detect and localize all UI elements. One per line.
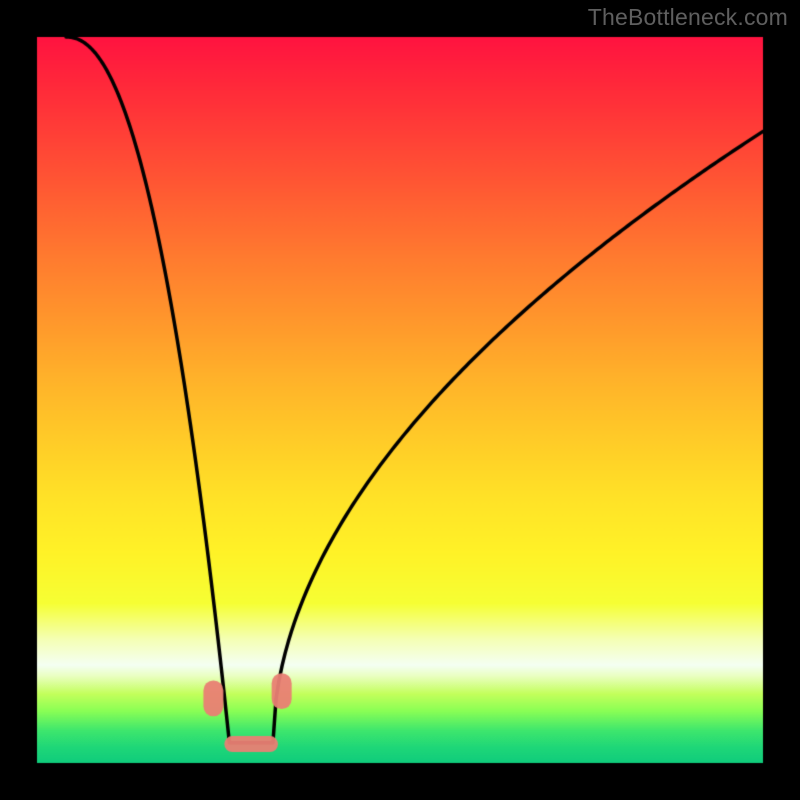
- watermark-text: TheBottleneck.com: [588, 4, 788, 31]
- chart-stage: TheBottleneck.com: [0, 0, 800, 800]
- bottleneck-chart-canvas: [0, 0, 800, 800]
